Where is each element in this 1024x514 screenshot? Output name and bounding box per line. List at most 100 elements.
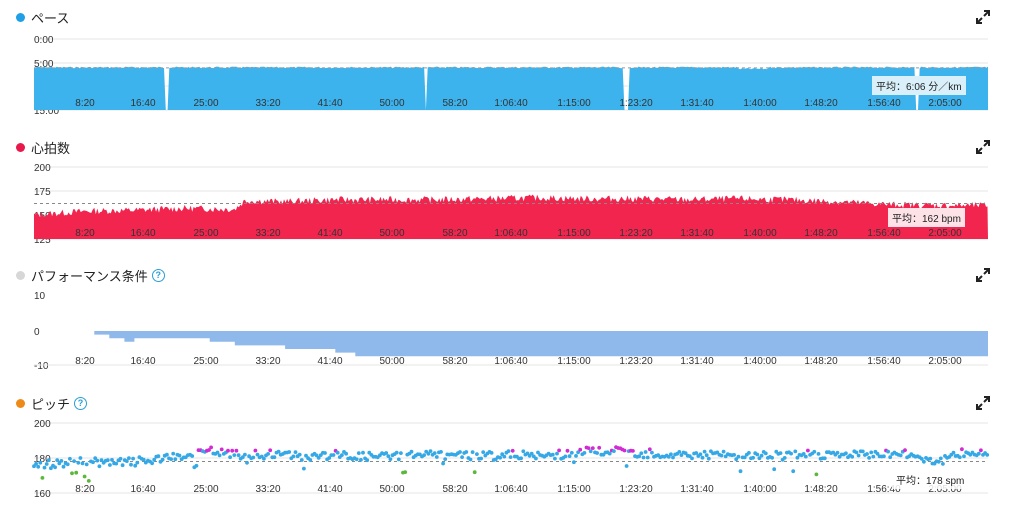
cadence-point bbox=[856, 453, 861, 458]
y-tick-label: 125 bbox=[34, 235, 51, 246]
hr-average-label: 平均：162 bpm bbox=[888, 208, 965, 227]
x-tick-label: 1:15:00 bbox=[557, 356, 591, 367]
cadence-point bbox=[597, 445, 602, 450]
cadence-point bbox=[314, 453, 319, 458]
cadence-point bbox=[251, 455, 256, 460]
cadence-point bbox=[468, 457, 473, 462]
y-tick-label: -10 bbox=[34, 361, 49, 372]
cadence-point bbox=[304, 453, 308, 458]
cadence-point bbox=[335, 450, 340, 455]
x-tick-label: 58:20 bbox=[442, 228, 467, 239]
cadence-point bbox=[479, 456, 483, 461]
cadence-point bbox=[669, 452, 673, 457]
cadence-point bbox=[586, 446, 591, 450]
cadence-point bbox=[316, 456, 321, 460]
cadence-point bbox=[555, 451, 559, 456]
cadence-point bbox=[91, 460, 95, 465]
help-icon[interactable]: ? bbox=[74, 396, 88, 410]
cadence-point bbox=[245, 460, 249, 465]
cadence-point bbox=[194, 463, 199, 468]
x-tick-label: 1:06:40 bbox=[494, 484, 528, 495]
cadence-point bbox=[582, 451, 587, 455]
cadence-point bbox=[510, 448, 515, 453]
cadence-point bbox=[173, 457, 178, 462]
expand-icon[interactable] bbox=[976, 140, 990, 154]
cadence-point bbox=[217, 453, 222, 458]
cadence-point bbox=[736, 454, 741, 459]
cadence-point bbox=[255, 452, 260, 457]
cadence-chart: 200 180 160 8:20 16:40 25:00 33:20 41:40 50:00 58… bbox=[32, 419, 990, 500]
cadence-point bbox=[643, 450, 648, 454]
x-tick-label: 25:00 bbox=[193, 98, 218, 109]
cadence-point bbox=[816, 452, 821, 456]
x-tick-label: 25:00 bbox=[193, 228, 218, 239]
cadence-point bbox=[169, 457, 174, 461]
x-tick-label: 2:05:00 bbox=[928, 228, 962, 239]
cadence-point bbox=[763, 451, 768, 456]
y-tick-label: 10 bbox=[34, 291, 46, 302]
cadence-point bbox=[645, 455, 650, 460]
x-tick-label: 41:40 bbox=[317, 484, 342, 495]
cadence-point bbox=[529, 451, 534, 456]
x-tick-label: 41:40 bbox=[317, 98, 342, 109]
cadence-point bbox=[272, 455, 277, 460]
cadence-point bbox=[938, 456, 943, 461]
cadence-point bbox=[850, 454, 855, 459]
pace-average-label: 平均：6:06 分／km bbox=[872, 76, 966, 95]
cadence-point bbox=[757, 456, 762, 461]
cadence-point bbox=[253, 448, 258, 453]
expand-icon[interactable] bbox=[976, 10, 990, 24]
cadence-point bbox=[268, 448, 273, 453]
cadence-point bbox=[806, 448, 810, 453]
cadence-point bbox=[647, 447, 652, 452]
cadence-point bbox=[236, 453, 241, 458]
x-tick-label: 1:23:20 bbox=[619, 484, 653, 495]
cadence-point bbox=[120, 463, 125, 468]
cadence-point bbox=[719, 453, 724, 458]
cadence-point bbox=[572, 460, 576, 465]
x-tick-label: 1:23:20 bbox=[619, 356, 653, 367]
cadence-point bbox=[299, 458, 304, 462]
cadence-point bbox=[36, 464, 41, 469]
expand-icon[interactable] bbox=[976, 396, 990, 410]
cadence-point bbox=[219, 447, 224, 452]
cadence-point bbox=[76, 460, 81, 465]
cadence-point bbox=[590, 446, 595, 450]
cadence-point bbox=[99, 458, 104, 462]
cadence-point bbox=[960, 447, 964, 452]
hr-header: 心拍数 bbox=[16, 136, 70, 158]
x-tick-label: 2:05:00 bbox=[928, 484, 962, 495]
y-tick-label: 15:00 bbox=[34, 106, 59, 117]
cadence-point bbox=[165, 452, 169, 457]
cadence-point bbox=[871, 454, 876, 459]
cadence-point bbox=[470, 450, 475, 454]
x-tick-label: 16:40 bbox=[130, 484, 155, 495]
cadence-point bbox=[356, 451, 361, 455]
x-tick-label: 33:20 bbox=[255, 356, 280, 367]
perf-title: パフォーマンス条件 bbox=[31, 268, 148, 284]
pace-panel: ペース 0:005:0010:0015:008:2016:4025:0033:2… bbox=[0, 6, 1024, 117]
cadence-point bbox=[976, 451, 981, 456]
cadence-point bbox=[70, 471, 74, 476]
cadence-point bbox=[622, 448, 627, 453]
cadence-point bbox=[302, 466, 306, 471]
cadence-point bbox=[42, 465, 47, 470]
cadence-point bbox=[276, 449, 281, 454]
cadence-point bbox=[536, 450, 540, 455]
cadence-point bbox=[782, 456, 787, 460]
cadence-point bbox=[359, 458, 363, 462]
x-tick-label: 41:40 bbox=[317, 356, 342, 367]
cadence-point bbox=[55, 458, 60, 462]
cadence-point bbox=[46, 458, 51, 463]
help-icon[interactable]: ? bbox=[151, 268, 165, 282]
cadence-point bbox=[481, 450, 486, 454]
x-tick-label: 1:48:20 bbox=[804, 356, 838, 367]
cadence-point bbox=[985, 453, 990, 457]
cadence-point bbox=[344, 451, 348, 456]
cadence-point bbox=[557, 448, 561, 453]
pace-title: ペース bbox=[31, 10, 70, 26]
performance-condition-panel: パフォーマンス条件 ? 10 0 -10 8:20 16:40 25:00 33:20 41:… bbox=[0, 264, 1024, 374]
cadence-point bbox=[409, 449, 414, 454]
cadence-point bbox=[578, 447, 583, 452]
expand-icon[interactable] bbox=[976, 268, 990, 282]
